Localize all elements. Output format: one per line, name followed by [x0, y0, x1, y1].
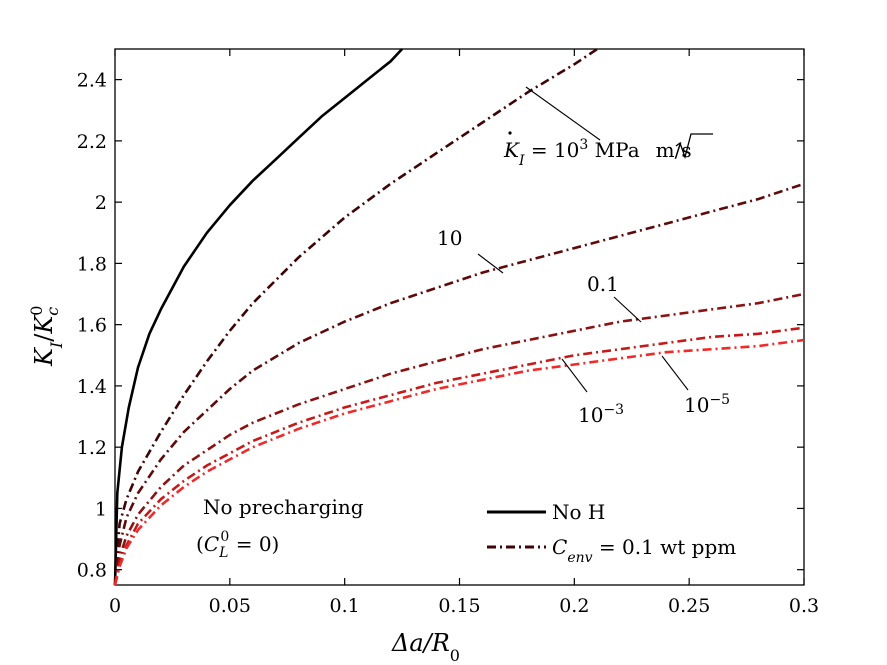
- x-axis: 0 0.05 0.1 0.15 0.2 0.25 0.3: [109, 49, 819, 617]
- x-tick-label: 0.25: [668, 595, 710, 617]
- series-line-1e-3: [113, 326, 805, 586]
- y-tick-label: 2.4: [77, 70, 107, 92]
- y-tick-label: 1.4: [77, 376, 107, 398]
- series-line-10: [113, 182, 805, 586]
- series-layer: [113, 47, 805, 586]
- annotation-rate-1e-5: 10−5: [684, 392, 730, 417]
- annotation-rate-1000: KI = 103 MPa m/s: [503, 131, 713, 169]
- y-axis-title-den: K: [30, 314, 58, 335]
- dot-accent: [508, 131, 512, 135]
- y-tick-label: 1: [95, 498, 107, 520]
- y-tick-label: 0.8: [77, 560, 107, 582]
- x-axis-title-main: Δa/R: [391, 629, 450, 657]
- leader-line-1000: [525, 86, 601, 141]
- annotation-rate-1e-5-base: 10: [684, 393, 709, 417]
- series-line-no-h: [113, 48, 404, 586]
- y-tick-label: 2.2: [77, 131, 107, 153]
- annotation-rate-1e-3-base: 10: [578, 403, 603, 427]
- series-line-1e3: [113, 47, 599, 586]
- y-axis: 0.8 1 1.2 1.4 1.6 1.8 2 2.2 2.4: [77, 70, 804, 582]
- leader-line-1e-5: [661, 355, 689, 391]
- note-no-precharging: No precharging: [203, 495, 364, 519]
- y-tick-label: 1.8: [77, 253, 107, 275]
- sqrt-symbol: [675, 133, 713, 160]
- annotation-rate-symbol: K: [503, 138, 520, 162]
- note-paren: (: [196, 532, 204, 556]
- y-axis-title-num: K: [30, 346, 58, 367]
- annotation-rate-1e-3-exp: −3: [603, 402, 624, 418]
- x-tick-label: 0.05: [209, 595, 251, 617]
- annotation-rate-exp: 3: [579, 137, 588, 153]
- x-axis-title: Δa/R0: [391, 629, 460, 665]
- note-var: C: [204, 532, 219, 556]
- x-tick-label: 0.3: [789, 595, 819, 617]
- annotation-rate-0.1: 0.1: [587, 272, 619, 296]
- note-initial-concentration: (CL0 = 0): [196, 529, 279, 561]
- annotation-rate-10: 10: [437, 226, 462, 250]
- x-tick-label: 0: [109, 595, 121, 617]
- leader-line-1e-3: [561, 358, 588, 393]
- annotation-rate-unit: MPa: [588, 138, 639, 162]
- y-axis-title: KI/Kc0: [27, 306, 66, 367]
- plot-area: [114, 48, 805, 586]
- annotation-rate-1e-3: 10−3: [578, 402, 624, 427]
- legend-cenv-rest: = 0.1 wt ppm: [593, 535, 737, 559]
- y-axis-title-num-sub: I: [47, 341, 66, 349]
- y-axis-title-den-sub: c: [43, 307, 62, 316]
- legend-label-cenv: Cenv = 0.1 wt ppm: [552, 535, 736, 566]
- annotation-rate-1e-5-exp: −5: [709, 392, 730, 408]
- y-tick-label: 2: [95, 192, 107, 214]
- annotation-rate-eq: = 10: [524, 138, 579, 162]
- legend-cenv-var: C: [552, 535, 567, 559]
- y-axis-title-den-sup: 0: [27, 306, 46, 316]
- note-sup: 0: [220, 529, 229, 545]
- legend-label-no-h: No H: [552, 500, 605, 524]
- x-axis-title-sub: 0: [450, 646, 460, 665]
- x-tick-label: 0.15: [438, 595, 480, 617]
- leader-line-0.1: [613, 296, 642, 323]
- y-tick-label: 1.6: [77, 315, 107, 337]
- note-rest: = 0): [229, 532, 279, 556]
- x-tick-label: 0.2: [559, 595, 589, 617]
- note-sub: L: [218, 545, 228, 561]
- x-tick-label: 0.1: [330, 595, 360, 617]
- y-tick-label: 1.2: [77, 437, 107, 459]
- legend-cenv-sub: env: [567, 550, 592, 566]
- annotation-rate-unit-m: m: [656, 138, 675, 162]
- legend: No H Cenv = 0.1 wt ppm: [487, 500, 736, 566]
- leader-line-10: [477, 253, 504, 274]
- series-line-1e-5: [113, 338, 805, 586]
- annotation-rate-sub: I: [518, 153, 525, 169]
